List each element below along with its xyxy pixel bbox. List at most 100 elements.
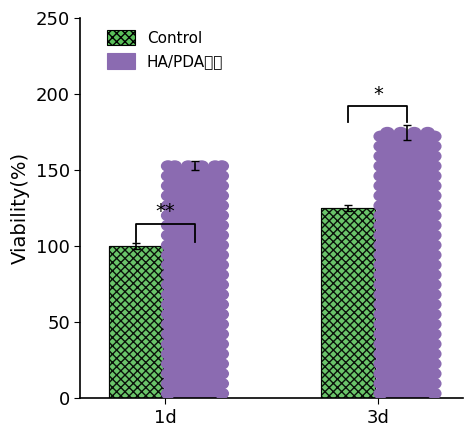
Bar [321,208,375,399]
Ellipse shape [374,319,387,329]
Ellipse shape [162,290,174,300]
Bar [381,132,434,399]
Ellipse shape [162,300,174,310]
Ellipse shape [408,127,420,137]
Ellipse shape [428,250,441,260]
Ellipse shape [209,161,221,170]
Text: **: ** [155,202,175,221]
Ellipse shape [215,250,228,260]
Ellipse shape [162,319,174,329]
Ellipse shape [428,389,441,399]
Ellipse shape [374,329,387,339]
Ellipse shape [162,240,174,251]
Ellipse shape [162,250,174,260]
Ellipse shape [428,309,441,320]
Bar [168,166,222,399]
Ellipse shape [215,359,228,369]
Ellipse shape [215,290,228,300]
Ellipse shape [215,191,228,201]
Ellipse shape [374,230,387,240]
Ellipse shape [374,369,387,379]
Ellipse shape [428,270,441,280]
Ellipse shape [215,339,228,349]
Ellipse shape [215,329,228,339]
Ellipse shape [374,181,387,191]
Ellipse shape [215,240,228,251]
Ellipse shape [215,378,228,389]
Ellipse shape [374,191,387,201]
Ellipse shape [428,359,441,369]
Ellipse shape [428,171,441,181]
Ellipse shape [428,319,441,329]
Ellipse shape [162,210,174,221]
Ellipse shape [162,339,174,349]
Ellipse shape [428,191,441,201]
Ellipse shape [374,201,387,211]
Ellipse shape [428,220,441,230]
Ellipse shape [215,300,228,310]
Ellipse shape [428,151,441,161]
Ellipse shape [215,181,228,191]
Ellipse shape [374,131,387,141]
Ellipse shape [215,201,228,211]
Ellipse shape [215,161,228,171]
Ellipse shape [162,220,174,230]
Ellipse shape [215,220,228,230]
Ellipse shape [374,279,387,290]
Ellipse shape [215,279,228,290]
Ellipse shape [421,127,434,137]
Ellipse shape [374,141,387,152]
Ellipse shape [428,240,441,251]
Ellipse shape [215,319,228,329]
Ellipse shape [428,279,441,290]
Ellipse shape [215,309,228,320]
Ellipse shape [374,171,387,181]
Ellipse shape [374,389,387,399]
Text: *: * [373,85,383,104]
Ellipse shape [374,349,387,359]
Ellipse shape [428,300,441,310]
Ellipse shape [374,220,387,230]
Ellipse shape [374,250,387,260]
Ellipse shape [168,161,181,170]
Ellipse shape [428,161,441,171]
Ellipse shape [162,181,174,191]
Bar [321,208,375,399]
Ellipse shape [428,230,441,240]
Bar [109,246,163,399]
Ellipse shape [215,270,228,280]
Ellipse shape [374,161,387,171]
Ellipse shape [215,210,228,221]
Ellipse shape [428,369,441,379]
Ellipse shape [428,131,441,141]
Ellipse shape [162,309,174,320]
Ellipse shape [162,349,174,359]
Ellipse shape [428,290,441,300]
Ellipse shape [428,339,441,349]
Ellipse shape [215,369,228,379]
Bar [321,208,375,399]
Ellipse shape [374,151,387,161]
Ellipse shape [428,349,441,359]
Ellipse shape [428,378,441,389]
Ellipse shape [195,161,208,170]
Ellipse shape [162,389,174,399]
Ellipse shape [215,389,228,399]
Ellipse shape [162,230,174,240]
Legend: Control, HA/PDA支架: Control, HA/PDA支架 [107,29,223,69]
Ellipse shape [162,270,174,280]
Ellipse shape [374,240,387,251]
Ellipse shape [374,378,387,389]
Bar [109,246,163,399]
Ellipse shape [374,270,387,280]
Ellipse shape [162,359,174,369]
Ellipse shape [374,210,387,221]
Ellipse shape [428,210,441,221]
Ellipse shape [428,329,441,339]
Ellipse shape [162,191,174,201]
Ellipse shape [215,260,228,270]
Ellipse shape [162,279,174,290]
Ellipse shape [374,300,387,310]
Ellipse shape [162,378,174,389]
Ellipse shape [162,260,174,270]
